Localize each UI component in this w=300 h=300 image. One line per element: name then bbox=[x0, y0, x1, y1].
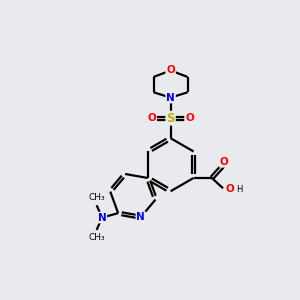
Text: O: O bbox=[225, 184, 234, 194]
Text: O: O bbox=[147, 113, 156, 123]
Text: O: O bbox=[166, 65, 175, 76]
Text: O: O bbox=[185, 113, 194, 123]
Text: CH₃: CH₃ bbox=[88, 193, 105, 202]
Text: N: N bbox=[98, 213, 106, 223]
Text: H: H bbox=[236, 185, 243, 194]
Text: CH₃: CH₃ bbox=[88, 233, 105, 242]
Text: S: S bbox=[167, 112, 175, 125]
Text: O: O bbox=[220, 157, 229, 167]
Text: N: N bbox=[136, 212, 145, 222]
Text: N: N bbox=[166, 93, 175, 103]
